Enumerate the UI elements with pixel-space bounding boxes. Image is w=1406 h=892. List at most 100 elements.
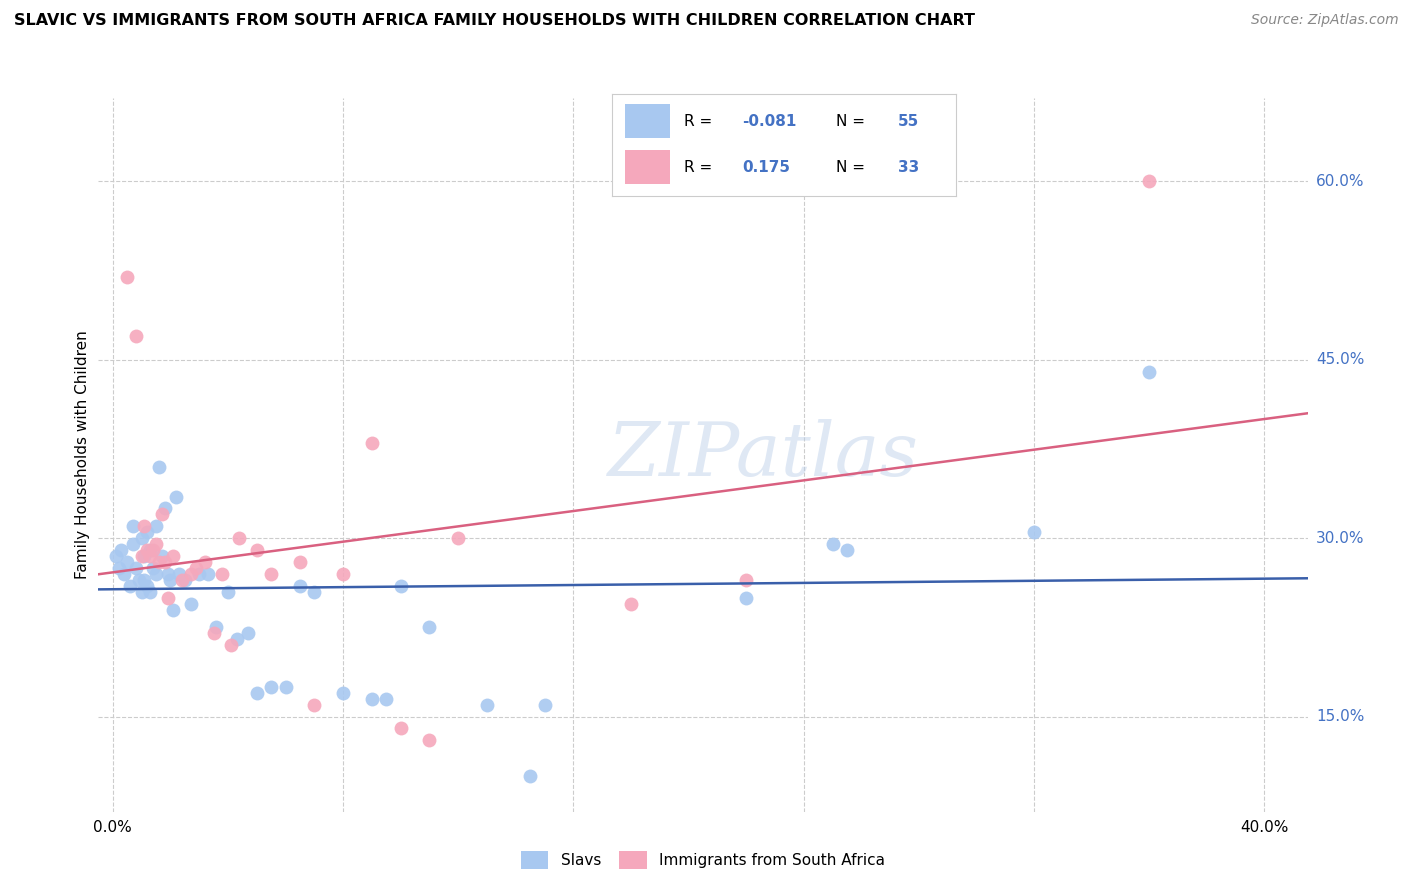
Point [145,537,167,551]
Point [180,566,202,581]
Point [202,626,225,640]
Point [1137,365,1160,379]
Point [131,531,153,545]
Point [332,566,354,581]
Point [148,459,170,474]
Point [274,680,297,694]
Legend: Slavs, Immigrants from South Africa: Slavs, Immigrants from South Africa [515,845,891,875]
FancyBboxPatch shape [626,150,671,184]
Point [288,555,311,569]
Point [136,543,159,558]
Text: ZIPatlas: ZIPatlas [607,418,920,491]
Point [389,579,412,593]
Text: R =: R = [683,160,717,175]
Point [115,555,138,569]
Y-axis label: Family Households with Children: Family Households with Children [75,331,90,579]
Point [735,591,758,605]
Point [180,597,202,611]
Point [835,543,858,558]
Point [167,566,190,581]
Point [136,525,159,540]
Point [110,543,132,558]
Point [136,579,159,593]
Point [148,555,170,569]
Text: N =: N = [835,160,869,175]
Point [475,698,498,712]
Point [104,549,127,563]
Point [361,436,384,450]
Point [173,573,195,587]
Text: Source: ZipAtlas.com: Source: ZipAtlas.com [1251,13,1399,28]
Point [418,620,440,634]
Point [134,573,156,587]
Point [288,579,311,593]
Point [162,602,184,616]
Point [145,566,167,581]
Point [519,769,541,783]
Text: SLAVIC VS IMMIGRANTS FROM SOUTH AFRICA FAMILY HOUSEHOLDS WITH CHILDREN CORRELATI: SLAVIC VS IMMIGRANTS FROM SOUTH AFRICA F… [14,13,974,29]
Point [145,519,167,533]
Point [131,584,153,599]
Text: 15.0%: 15.0% [1316,709,1364,724]
Point [122,519,145,533]
Point [125,561,148,575]
Text: 30.0%: 30.0% [1316,531,1364,546]
Point [153,555,176,569]
Point [112,566,135,581]
Point [142,561,165,575]
Point [389,722,412,736]
Point [217,584,239,599]
Point [188,566,211,581]
Point [107,561,129,575]
FancyBboxPatch shape [626,104,671,137]
Point [361,691,384,706]
Point [260,680,283,694]
Text: 60.0%: 60.0% [1316,174,1364,189]
Text: 33: 33 [897,160,918,175]
Point [533,698,555,712]
Point [134,519,156,533]
Point [125,329,148,343]
Point [260,566,283,581]
Point [246,543,269,558]
Point [165,490,187,504]
Point [197,566,219,581]
Point [115,269,138,284]
Point [142,543,165,558]
Point [153,501,176,516]
Point [186,561,208,575]
Point [122,537,145,551]
Point [150,549,173,563]
Point [1137,174,1160,188]
Text: 45.0%: 45.0% [1316,352,1364,368]
Point [205,620,228,634]
Point [735,573,758,587]
Point [128,573,150,587]
Point [159,573,181,587]
Point [150,508,173,522]
Point [304,584,326,599]
Point [194,555,217,569]
Point [821,537,844,551]
Point [304,698,326,712]
Point [447,531,470,545]
Point [139,584,162,599]
Point [131,549,153,563]
Point [156,566,179,581]
Point [332,686,354,700]
Point [246,686,269,700]
Point [139,543,162,558]
Point [620,597,643,611]
Text: 55: 55 [897,114,918,128]
Text: -0.081: -0.081 [742,114,797,128]
Point [228,531,250,545]
Point [219,638,242,652]
Point [156,591,179,605]
Point [120,579,142,593]
Point [170,573,193,587]
Point [418,733,440,747]
Point [1022,525,1045,540]
Text: 0.175: 0.175 [742,160,790,175]
Point [211,566,233,581]
Point [134,549,156,563]
